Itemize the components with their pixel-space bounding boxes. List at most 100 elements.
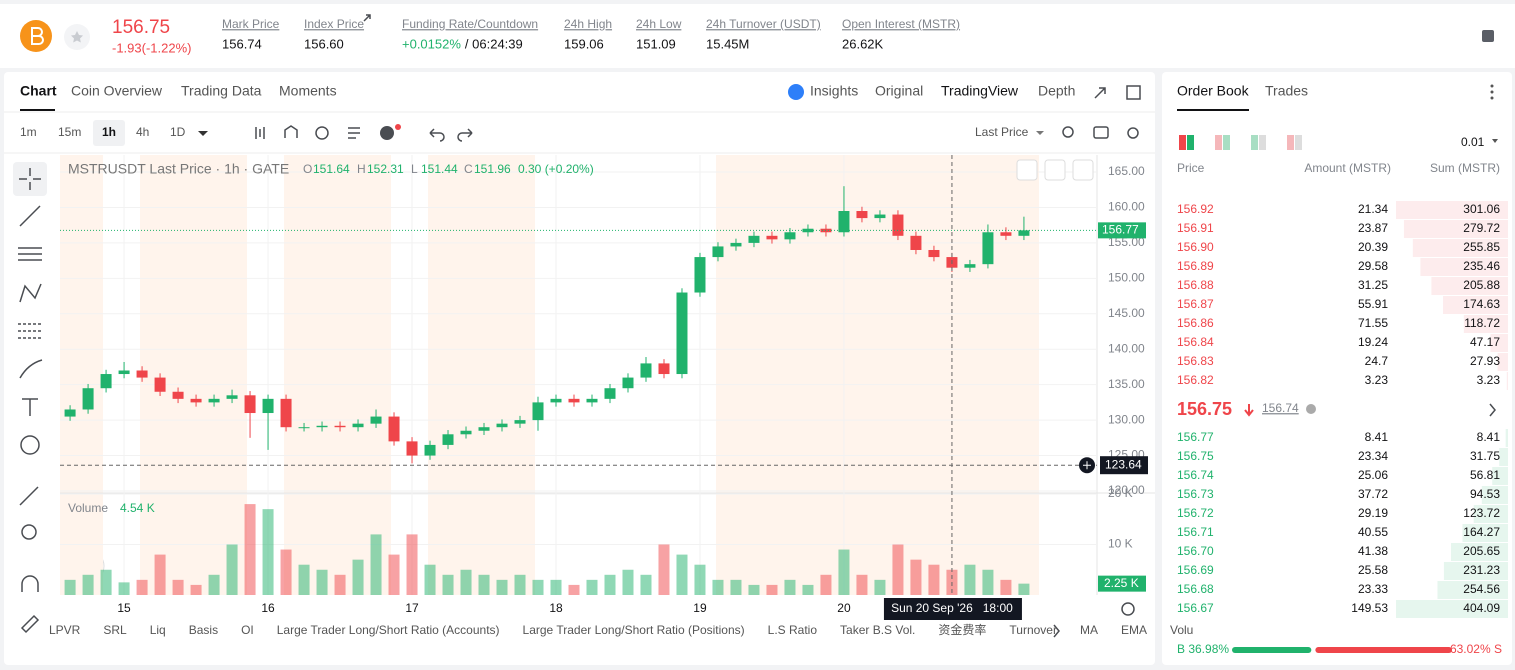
indicator[interactable]: Large Trader Long/Short Ratio (Accounts)	[277, 623, 500, 637]
indicator-chevron[interactable]	[1053, 624, 1060, 638]
volume-bar	[478, 574, 490, 595]
replay-icon[interactable]	[315, 126, 329, 140]
menu-icon[interactable]	[1482, 30, 1494, 42]
scale-settings[interactable]	[1121, 602, 1135, 616]
indicator[interactable]: Basis	[189, 623, 218, 637]
indicator[interactable]: L.S Ratio	[768, 623, 818, 637]
indicator[interactable]: EMA	[1121, 623, 1147, 637]
view-tab[interactable]: TradingView	[941, 83, 1019, 99]
indicator[interactable]: 资金费率	[938, 622, 986, 637]
candle-body	[334, 425, 346, 428]
interval-dropdown[interactable]	[198, 131, 208, 136]
candle-body	[100, 374, 112, 389]
tool-zoom[interactable]	[21, 524, 37, 540]
indicator[interactable]: Volu	[1170, 623, 1193, 637]
tab[interactable]: Trading Data	[181, 83, 262, 99]
chart-button[interactable]	[1016, 159, 1038, 181]
redo[interactable]	[457, 128, 473, 142]
tab[interactable]: Moments	[279, 83, 337, 99]
interval[interactable]: 15m	[58, 125, 81, 139]
depth-bar	[1505, 429, 1508, 447]
candle-body	[244, 395, 256, 414]
interval[interactable]: 4h	[136, 125, 149, 139]
tool-emoji[interactable]	[20, 435, 40, 455]
chart-button[interactable]	[1044, 159, 1066, 181]
more-dot[interactable]	[1490, 96, 1494, 100]
candle-body	[82, 388, 94, 410]
volume-bar	[550, 579, 562, 595]
candle-body	[514, 420, 526, 424]
ob-amount: 31.25	[1358, 278, 1388, 292]
ob-amount: 71.55	[1358, 316, 1388, 330]
tool-magnet[interactable]	[21, 575, 39, 592]
tool-ruler[interactable]	[19, 486, 39, 506]
candle-body	[136, 370, 148, 378]
indicator[interactable]: OI	[241, 623, 254, 637]
indicator[interactable]: MA	[1080, 623, 1098, 637]
volume-tick-label: 10 K	[1108, 537, 1133, 551]
interval[interactable]: 1D	[170, 125, 186, 139]
ob-tab[interactable]: Order Book	[1177, 83, 1250, 99]
camera-icon[interactable]	[1093, 126, 1109, 139]
candle-body	[964, 264, 976, 268]
volume-bar	[712, 579, 724, 595]
precision-dropdown[interactable]	[1492, 139, 1498, 143]
view-tab[interactable]: Original	[875, 83, 923, 99]
toolbar-icons	[93, 84, 1498, 638]
more-dot[interactable]	[1490, 90, 1494, 94]
window-icon[interactable]	[1126, 85, 1141, 100]
indicator-icon[interactable]	[284, 125, 298, 138]
candle-body	[1018, 230, 1030, 236]
tool-pencil[interactable]	[20, 614, 40, 634]
tool-channel[interactable]	[18, 247, 42, 261]
chart-button[interactable]	[1072, 159, 1094, 181]
ob-amount: 23.33	[1358, 582, 1388, 596]
interval[interactable]: 1m	[20, 125, 37, 139]
tool-crosshair[interactable]	[19, 168, 41, 190]
volume-bar	[640, 574, 652, 595]
add-icon[interactable]	[380, 126, 394, 140]
fullscreen[interactable]	[1094, 87, 1106, 99]
search-icon[interactable]	[1062, 126, 1074, 138]
volume-bar	[1000, 579, 1012, 595]
indicator[interactable]: SRL	[103, 623, 127, 637]
y-tick-label: 155.00	[1108, 235, 1145, 249]
source-dropdown[interactable]	[1036, 131, 1044, 135]
tool-active[interactable]	[13, 162, 47, 196]
tool-brush[interactable]	[19, 359, 43, 379]
indicator[interactable]: Turnover	[1009, 623, 1057, 637]
precision[interactable]: 0.01	[1461, 135, 1485, 149]
price-source[interactable]: Last Price	[975, 125, 1029, 139]
mid-chevron[interactable]	[1489, 403, 1496, 417]
interval[interactable]: 1h	[102, 125, 116, 139]
ob-amount: 8.41	[1365, 430, 1389, 444]
stat-label: 24h Low	[636, 17, 682, 31]
buy-bar	[1232, 647, 1312, 653]
volume-bar	[730, 579, 742, 595]
indicator[interactable]: Liq	[150, 623, 166, 637]
settings-icon[interactable]	[1127, 127, 1139, 139]
tool-text[interactable]	[22, 398, 38, 416]
tab[interactable]: Chart	[20, 83, 57, 99]
y-tick-label: 130.00	[1108, 412, 1145, 426]
indicator[interactable]: Large Trader Long/Short Ratio (Positions…	[523, 623, 745, 637]
depth-bar	[1490, 334, 1508, 352]
candle-type[interactable]	[255, 127, 265, 139]
tool-fib[interactable]	[18, 323, 42, 339]
view-tab[interactable]: Depth	[1038, 83, 1075, 99]
ob-sum: 205.65	[1463, 544, 1500, 558]
tab[interactable]: Coin Overview	[71, 83, 163, 99]
indicator[interactable]: Taker B.S Vol.	[840, 623, 915, 637]
more-dot[interactable]	[1490, 84, 1494, 88]
undo[interactable]	[429, 128, 445, 142]
layout-icons[interactable]	[1179, 135, 1302, 150]
tool-pattern[interactable]	[19, 283, 42, 303]
ob-sum: 301.06	[1463, 202, 1500, 216]
indicator[interactable]: LPVR	[49, 623, 81, 637]
ob-tab[interactable]: Trades	[1265, 83, 1308, 99]
volume-bar	[190, 584, 202, 595]
tool-trendline[interactable]	[19, 205, 41, 227]
volume-bar	[676, 554, 688, 595]
template-icon[interactable]	[348, 127, 360, 139]
view-tab[interactable]: Insights	[810, 83, 858, 99]
